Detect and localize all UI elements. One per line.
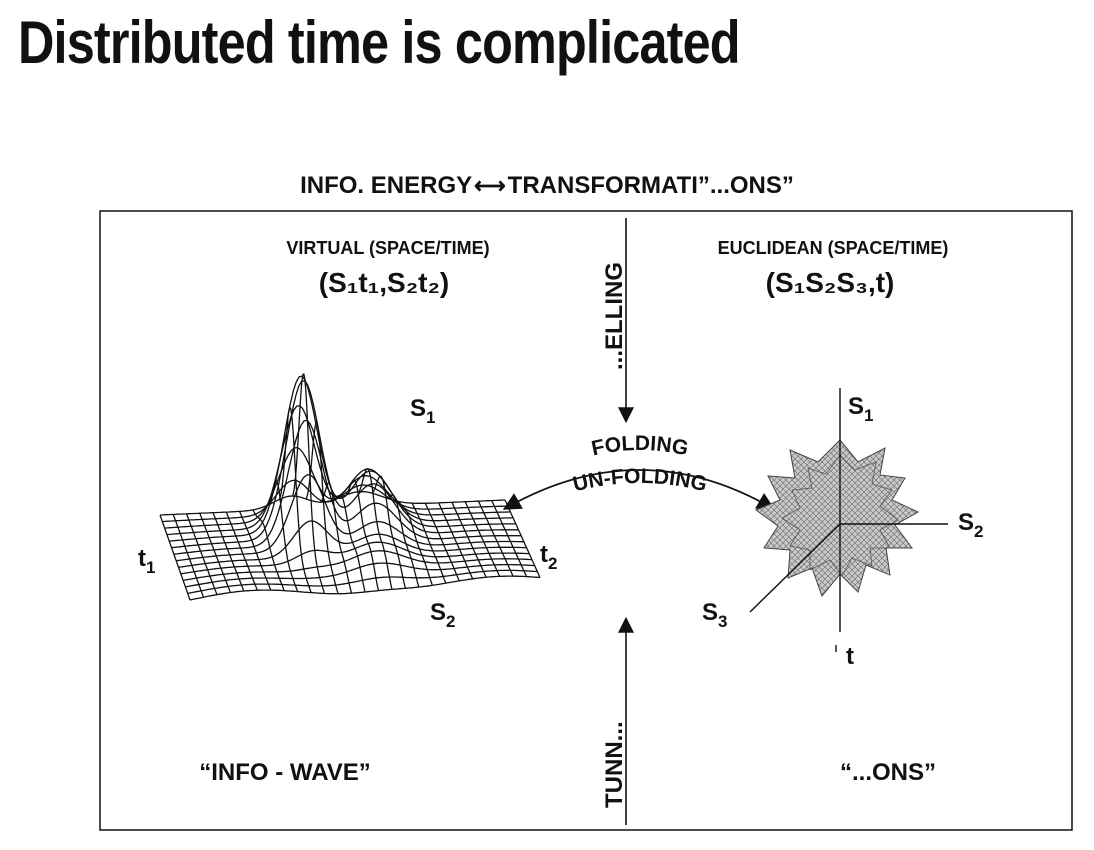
header-left: INFO. ENERGY <box>300 172 473 199</box>
euclidean-label: EUCLIDEAN (SPACE/TIME) <box>718 238 949 258</box>
figure-header: INFO. ENERGY⟷TRANSFORMATI”...ONS” <box>0 172 1094 200</box>
wave-label-t1: t1 <box>138 545 155 577</box>
bottom-right-caption: “...ONS” <box>840 759 936 786</box>
vertical-label-top: ...ELLING <box>601 262 628 370</box>
unfolding-label: UN-FOLDING <box>571 465 709 496</box>
slide-title: Distributed time is complicated <box>18 9 741 76</box>
star-label-s2: S2 <box>958 509 983 541</box>
folding-arrow <box>502 469 776 510</box>
figure-frame <box>99 210 1073 831</box>
star-label-s3: S3 <box>702 599 727 631</box>
wave-label-s2: S2 <box>430 599 455 631</box>
vertical-label-bottom: TUNN... <box>601 721 628 808</box>
virtual-label: VIRTUAL (SPACE/TIME) <box>286 238 489 258</box>
folding-label: FOLDING <box>589 432 690 461</box>
virtual-coords: (S₁t₁,S₂t₂) <box>319 267 449 298</box>
star-label-s1: S1 <box>848 393 873 425</box>
wave-label-t2: t2 <box>540 541 557 573</box>
star-label-t: t <box>846 643 854 670</box>
double-arrow-icon: ⟷ <box>474 173 506 198</box>
bottom-left-caption: “INFO - WAVE” <box>199 759 371 786</box>
folded-star-mesh <box>754 439 920 598</box>
euclidean-coords: (S₁S₂S₃,t) <box>766 267 895 298</box>
wave-label-s1: S1 <box>410 395 435 427</box>
info-wave-mesh <box>159 373 541 601</box>
header-right: TRANSFORMATI”...ONS” <box>507 172 794 199</box>
axis-s3 <box>749 523 841 613</box>
